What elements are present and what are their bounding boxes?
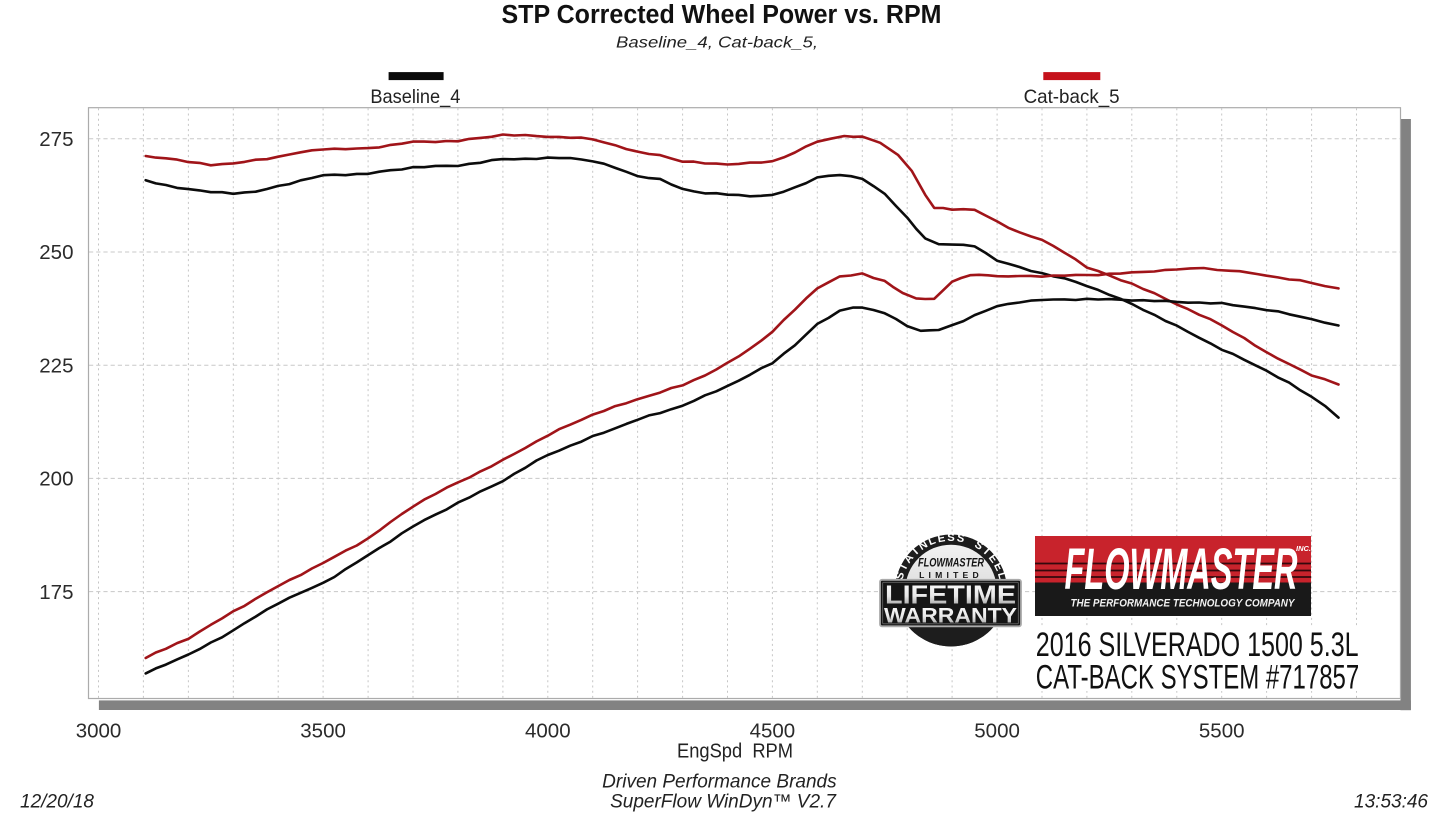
svg-text:2016 SILVERADO 1500 5.3L: 2016 SILVERADO 1500 5.3L xyxy=(1036,626,1359,664)
svg-text:225: 225 xyxy=(39,354,73,377)
svg-text:FLOWMASTER: FLOWMASTER xyxy=(918,556,984,570)
svg-text:SuperFlow WinDyn™ V2.7: SuperFlow WinDyn™ V2.7 xyxy=(610,792,837,813)
svg-text:Baseline_4: Baseline_4 xyxy=(370,86,460,108)
svg-text:Baseline_4, Cat-back_5,: Baseline_4, Cat-back_5, xyxy=(616,35,818,52)
svg-text:12/20/18: 12/20/18 xyxy=(20,792,94,813)
svg-text:THE PERFORMANCE TECHNOLOGY COM: THE PERFORMANCE TECHNOLOGY COMPANY xyxy=(1071,598,1296,610)
svg-text:T: T xyxy=(897,561,911,573)
svg-text:STP Corrected Wheel Power vs.: STP Corrected Wheel Power vs. RPM xyxy=(502,1,942,29)
svg-text:S: S xyxy=(894,570,908,581)
svg-text:FLOWMASTER: FLOWMASTER xyxy=(1065,537,1298,602)
svg-text:4000: 4000 xyxy=(525,720,571,743)
svg-text:S: S xyxy=(947,532,955,544)
svg-text:EngSpd RPM: EngSpd RPM xyxy=(677,741,793,763)
svg-text:Driven Performance Brands: Driven Performance Brands xyxy=(602,772,837,793)
svg-text:E: E xyxy=(937,532,947,545)
svg-text:L: L xyxy=(927,535,938,549)
svg-text:LIFETIME: LIFETIME xyxy=(885,580,1016,610)
svg-text:LIMITED: LIMITED xyxy=(919,570,983,580)
svg-text:13:53:46: 13:53:46 xyxy=(1354,792,1428,813)
svg-text:INC.: INC. xyxy=(1296,544,1311,553)
svg-text:Cat-back_5: Cat-back_5 xyxy=(1024,86,1120,108)
svg-text:I: I xyxy=(910,546,920,557)
svg-text:175: 175 xyxy=(39,581,73,604)
svg-text:200: 200 xyxy=(39,468,73,491)
svg-text:250: 250 xyxy=(39,241,73,264)
svg-text:4500: 4500 xyxy=(750,720,796,743)
svg-text:5500: 5500 xyxy=(1199,720,1245,743)
svg-text:WARRANTY: WARRANTY xyxy=(884,604,1017,628)
svg-text:275: 275 xyxy=(39,128,73,151)
svg-text:CAT-BACK SYSTEM #717857: CAT-BACK SYSTEM #717857 xyxy=(1036,658,1359,696)
svg-text:3000: 3000 xyxy=(76,720,122,743)
svg-text:L: L xyxy=(995,571,1008,581)
svg-text:5000: 5000 xyxy=(974,720,1020,743)
svg-text:S: S xyxy=(956,532,966,545)
svg-text:3500: 3500 xyxy=(300,720,346,743)
